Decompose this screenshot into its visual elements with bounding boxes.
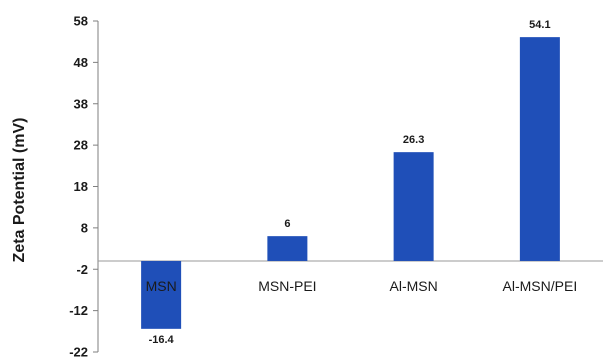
bar-al-msn (393, 152, 434, 261)
y-tick-label: 18 (74, 179, 88, 194)
data-label: -16.4 (149, 334, 175, 346)
y-tick-label: 28 (74, 138, 88, 153)
y-tick-label: 8 (81, 220, 88, 235)
data-label: 54.1 (529, 19, 550, 31)
category-label: MSN-PEI (258, 278, 316, 294)
bar-al-msn-pei (519, 37, 560, 261)
bar-msn-pei (267, 236, 308, 261)
y-tick-label: -22 (69, 345, 88, 360)
y-tick-label: 48 (74, 55, 88, 70)
category-label: Al-MSN/PEI (503, 278, 578, 294)
y-tick-label: -2 (76, 262, 88, 277)
category-label: Al-MSN (390, 278, 438, 294)
y-tick-label: 58 (74, 14, 88, 29)
y-tick-label: -12 (69, 303, 88, 318)
data-label: 6 (284, 218, 290, 230)
bar-msn (141, 260, 182, 329)
labels: -22 -12 -2 8 18 28 38 48 58 MSN -16.4 MSN-PEI 6 Al-MS… (69, 14, 577, 360)
data-label: 26.3 (403, 134, 424, 146)
axes (93, 20, 603, 353)
y-tick-label: 38 (74, 96, 88, 111)
y-axis-title: Zeta Potential (mV) (11, 118, 28, 263)
bars (141, 37, 560, 329)
category-label: MSN (146, 278, 177, 294)
